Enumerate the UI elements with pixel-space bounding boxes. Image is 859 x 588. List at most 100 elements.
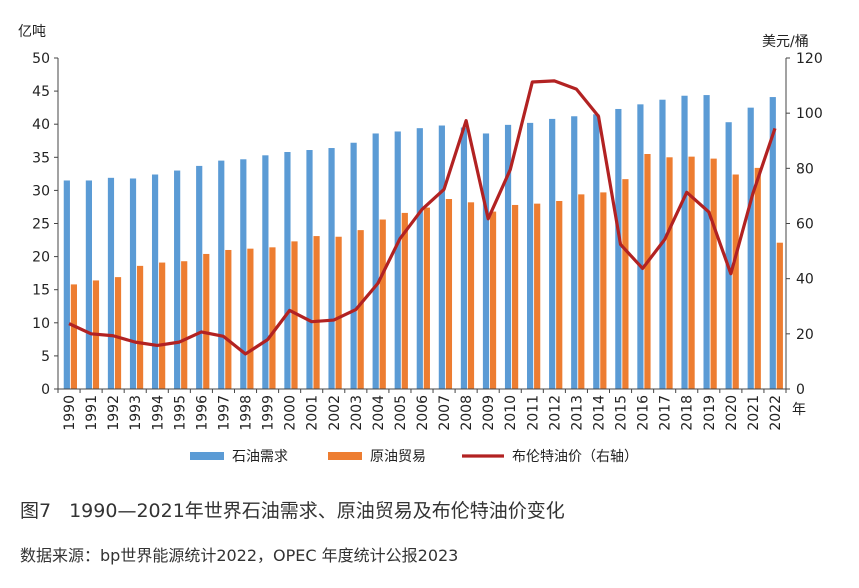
bar-crude-trade-2021 bbox=[754, 167, 761, 389]
bar-crude-trade-2004 bbox=[379, 219, 386, 389]
bar-crude-trade-1990 bbox=[70, 284, 77, 389]
legend-crude-trade-swatch bbox=[328, 452, 362, 460]
bar-crude-trade-2012 bbox=[556, 200, 563, 389]
left-tick-label: 0 bbox=[41, 382, 50, 398]
bar-oil-demand-2008 bbox=[460, 127, 468, 389]
bar-oil-demand-2013 bbox=[571, 116, 578, 389]
x-tick-label: 2017 bbox=[658, 395, 674, 431]
bar-oil-demand-2001 bbox=[306, 150, 313, 389]
bar-oil-demand-2000 bbox=[284, 152, 291, 389]
bar-oil-demand-1997 bbox=[218, 160, 225, 389]
bar-crude-trade-2007 bbox=[445, 199, 453, 389]
x-tick-label: 1992 bbox=[106, 395, 122, 431]
bar-group bbox=[63, 95, 783, 390]
bar-oil-demand-2002 bbox=[328, 148, 335, 389]
x-tick-label: 1996 bbox=[194, 395, 210, 431]
x-axis-unit: 年 bbox=[792, 402, 806, 418]
right-tick-label: 60 bbox=[796, 217, 814, 233]
bar-oil-demand-2006 bbox=[416, 128, 423, 390]
x-tick-label: 2003 bbox=[349, 395, 365, 431]
bar-oil-demand-2011 bbox=[527, 122, 534, 389]
x-tick-label: 2019 bbox=[702, 395, 718, 431]
legend-oil-demand-swatch bbox=[190, 452, 224, 460]
bar-crude-trade-1999 bbox=[269, 247, 276, 389]
legend: 石油需求 原油贸易 布伦特油价（右轴） bbox=[190, 449, 638, 465]
left-tick-label: 25 bbox=[32, 217, 50, 233]
x-tick-label: 1999 bbox=[261, 395, 277, 431]
x-tick-label: 2001 bbox=[305, 395, 321, 431]
legend-brent-price-label: 布伦特油价（右轴） bbox=[512, 449, 638, 465]
x-tick-label: 2010 bbox=[503, 395, 519, 431]
left-tick-label: 10 bbox=[32, 316, 50, 332]
x-tick-label: 2014 bbox=[591, 395, 607, 431]
left-axis-unit: 亿吨 bbox=[18, 24, 46, 40]
bar-crude-trade-2018 bbox=[688, 156, 695, 389]
right-tick-label: 0 bbox=[796, 382, 805, 398]
bar-crude-trade-2015 bbox=[622, 179, 629, 389]
x-tick-label: 2021 bbox=[746, 395, 762, 431]
bar-crude-trade-2019 bbox=[710, 158, 717, 389]
x-tick-label: 1993 bbox=[128, 395, 144, 431]
x-tick-label: 2020 bbox=[724, 395, 740, 431]
x-tick-label: 2008 bbox=[459, 395, 475, 431]
bar-crude-trade-2020 bbox=[732, 174, 739, 389]
bar-oil-demand-2010 bbox=[504, 124, 512, 390]
x-tick-label: 2013 bbox=[569, 395, 585, 431]
bar-crude-trade-2011 bbox=[534, 203, 541, 389]
bar-oil-demand-1999 bbox=[262, 155, 269, 389]
left-tick-label: 15 bbox=[32, 283, 50, 299]
axes: 0 5 10 15 20 25 30 35 40 45 50 0 20 40 60 80 100 120 1990 1… bbox=[32, 51, 823, 431]
bar-crude-trade-2013 bbox=[578, 194, 585, 389]
bar-crude-trade-1994 bbox=[159, 262, 166, 389]
bar-oil-demand-2012 bbox=[549, 118, 556, 390]
right-tick-label: 80 bbox=[796, 161, 814, 177]
bar-oil-demand-2003 bbox=[350, 142, 357, 389]
x-tick-label: 2007 bbox=[437, 395, 453, 431]
bar-crude-trade-2005 bbox=[401, 212, 408, 389]
bar-oil-demand-1992 bbox=[107, 177, 115, 389]
line-layer bbox=[68, 79, 777, 356]
bar-oil-demand-1998 bbox=[240, 159, 247, 389]
bar-oil-demand-1993 bbox=[129, 178, 137, 389]
x-tick-label: 2016 bbox=[636, 395, 652, 431]
bar-oil-demand-2009 bbox=[482, 133, 490, 389]
x-tick-label: 2004 bbox=[371, 395, 387, 431]
bar-oil-demand-1991 bbox=[85, 180, 92, 389]
bar-oil-demand-1990 bbox=[63, 180, 70, 389]
bar-oil-demand-1994 bbox=[151, 174, 159, 389]
bar-oil-demand-2020 bbox=[725, 122, 732, 390]
bar-oil-demand-2016 bbox=[637, 104, 644, 389]
bar-crude-trade-1993 bbox=[136, 265, 144, 389]
right-tick-label: 120 bbox=[796, 51, 823, 67]
x-tick-label: 1997 bbox=[216, 395, 232, 431]
x-tick-label: 2002 bbox=[327, 395, 343, 431]
bar-crude-trade-2014 bbox=[600, 192, 607, 389]
bar-crude-trade-1992 bbox=[114, 277, 122, 389]
x-tick-label: 1990 bbox=[62, 395, 78, 431]
figure-title: 1990—2021年世界石油需求、原油贸易及布伦特油价变化 bbox=[69, 500, 565, 522]
bar-crude-trade-2002 bbox=[335, 236, 342, 389]
bar-crude-trade-2003 bbox=[357, 230, 364, 389]
bar-crude-trade-2016 bbox=[644, 153, 651, 389]
left-tick-label: 5 bbox=[41, 349, 50, 365]
x-tick-label: 2005 bbox=[393, 395, 409, 431]
x-tick-label: 1995 bbox=[172, 395, 188, 431]
x-tick-label: 2011 bbox=[525, 395, 541, 431]
bar-oil-demand-1995 bbox=[174, 170, 181, 389]
x-tick-label: 1998 bbox=[239, 395, 255, 431]
bar-oil-demand-2019 bbox=[703, 95, 710, 389]
data-source: 数据来源：bp世界能源统计2022，OPEC 年度统计公报2023 bbox=[20, 546, 459, 565]
bar-oil-demand-2018 bbox=[681, 95, 688, 389]
x-tick-label: 2018 bbox=[680, 395, 696, 431]
bar-oil-demand-1996 bbox=[196, 165, 203, 389]
bar-oil-demand-2014 bbox=[593, 114, 600, 390]
bar-crude-trade-1998 bbox=[247, 248, 254, 389]
left-tick-label: 50 bbox=[32, 51, 50, 67]
left-tick-label: 30 bbox=[32, 183, 50, 199]
left-tick-label: 20 bbox=[32, 250, 50, 266]
bar-crude-trade-2017 bbox=[666, 157, 673, 389]
bar-oil-demand-2004 bbox=[372, 133, 379, 389]
bar-crude-trade-2001 bbox=[313, 236, 320, 389]
bar-crude-trade-2009 bbox=[489, 211, 497, 389]
right-tick-label: 20 bbox=[796, 327, 814, 343]
